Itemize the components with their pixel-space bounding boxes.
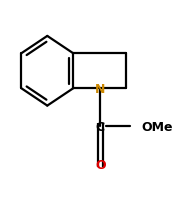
Text: O: O [95,158,106,171]
Text: C: C [96,120,105,133]
Text: OMe: OMe [141,120,172,133]
Text: N: N [95,82,106,95]
